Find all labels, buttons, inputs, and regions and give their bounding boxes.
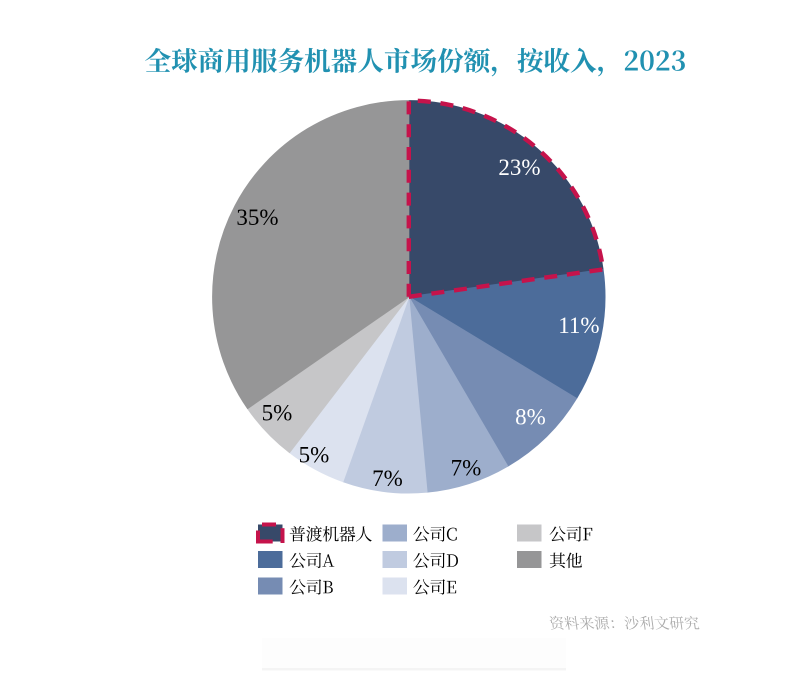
- svg-text:7%: 7%: [451, 456, 482, 481]
- svg-text:8%: 8%: [515, 405, 546, 430]
- svg-text:7%: 7%: [372, 466, 403, 491]
- svg-text:5%: 5%: [299, 443, 330, 468]
- svg-text:35%: 35%: [236, 205, 278, 230]
- svg-text:11%: 11%: [558, 313, 599, 338]
- svg-text:23%: 23%: [498, 155, 540, 180]
- svg-text:5%: 5%: [262, 401, 293, 426]
